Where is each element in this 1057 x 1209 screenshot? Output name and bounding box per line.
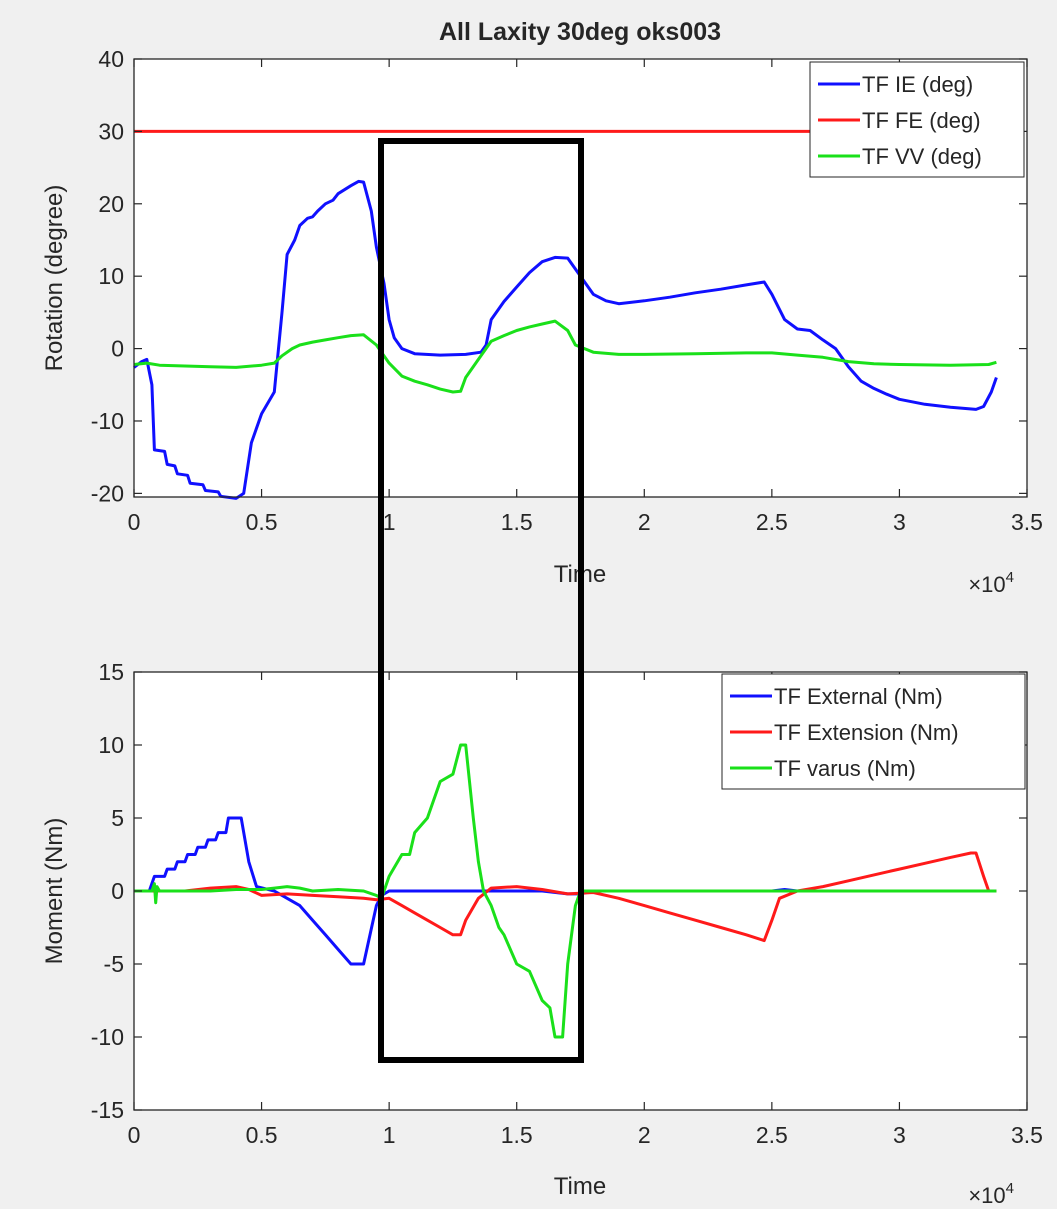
x-tick-label: 1	[383, 509, 396, 535]
tick-layer: 0 0.5 1 1.5 2 2.5 3 3.5 -20 -10 0 10 20 30 40	[91, 46, 1043, 535]
x-tick-label: 0.5	[246, 509, 278, 535]
x-tick-label: 1	[383, 1122, 396, 1148]
x-tick-label: 2	[638, 1122, 651, 1148]
y-tick-label: -10	[91, 408, 124, 434]
series-line-extension	[134, 851, 997, 943]
x-exponent-base: ×10	[968, 572, 1005, 597]
x-tick-label: 3.5	[1011, 1122, 1043, 1148]
y-tick-label: 20	[98, 191, 124, 217]
series-line-vv	[133, 319, 997, 394]
legend-label-vv: TF VV (deg)	[862, 144, 982, 169]
legend-label-varus: TF varus (Nm)	[774, 756, 916, 781]
y-tick-label: 5	[111, 805, 124, 831]
x-exponent-label: ×104	[968, 569, 1014, 597]
y-tick-label: 15	[98, 659, 124, 685]
x-exponent-label: ×104	[968, 1180, 1014, 1208]
legend-label-external: TF External (Nm)	[774, 684, 943, 709]
y-tick-label: -10	[91, 1024, 124, 1050]
y-tick-label: 40	[98, 46, 124, 72]
y-tick-label: -15	[91, 1097, 124, 1123]
series-line-varus	[134, 743, 997, 1039]
x-tick-label: 0.5	[246, 1122, 278, 1148]
x-tick-label: 0	[128, 1122, 141, 1148]
highlight-box	[378, 138, 584, 1063]
y-axis-label: Moment (Nm)	[41, 818, 68, 965]
chart-title: All Laxity 30deg oks003	[439, 18, 721, 46]
x-tick-label: 3	[893, 1122, 906, 1148]
x-tick-label: 2.5	[756, 509, 788, 535]
x-exponent-power: 4	[1006, 569, 1014, 586]
x-tick-label: 3.5	[1011, 509, 1043, 535]
y-tick-label: 10	[98, 263, 124, 289]
x-tick-label: 0	[128, 509, 141, 535]
x-tick-label: 1.5	[501, 1122, 533, 1148]
y-axis-label: Rotation (degree)	[41, 185, 68, 372]
tick-layer: 0 0.5 1 1.5 2 2.5 3 3.5 -15 -10 -5 0 5 10 15	[91, 659, 1043, 1148]
y-tick-label: 0	[111, 878, 124, 904]
series-line-ie	[133, 179, 998, 500]
x-tick-label: 3	[893, 509, 906, 535]
legend-label-extension: TF Extension (Nm)	[774, 720, 959, 745]
y-tick-label: -20	[91, 480, 124, 506]
legend-label-fe: TF FE (deg)	[862, 108, 981, 133]
x-tick-label: 1.5	[501, 509, 533, 535]
x-tick-label: 2	[638, 509, 651, 535]
x-exponent-power: 4	[1006, 1180, 1014, 1197]
legend-label-ie: TF IE (deg)	[862, 72, 973, 97]
x-tick-label: 2.5	[756, 1122, 788, 1148]
legend: TF External (Nm) TF Extension (Nm) TF va…	[721, 673, 1026, 790]
y-tick-label: 10	[98, 732, 124, 758]
y-tick-label: -5	[104, 951, 124, 977]
legend: TF IE (deg) TF FE (deg) TF VV (deg)	[809, 61, 1025, 178]
x-axis-label: Time	[554, 1173, 606, 1200]
y-tick-label: 0	[111, 336, 124, 362]
legend-box	[721, 673, 1026, 790]
series-layer	[134, 743, 997, 1039]
x-exponent-base: ×10	[968, 1183, 1005, 1208]
y-tick-label: 30	[98, 118, 124, 144]
